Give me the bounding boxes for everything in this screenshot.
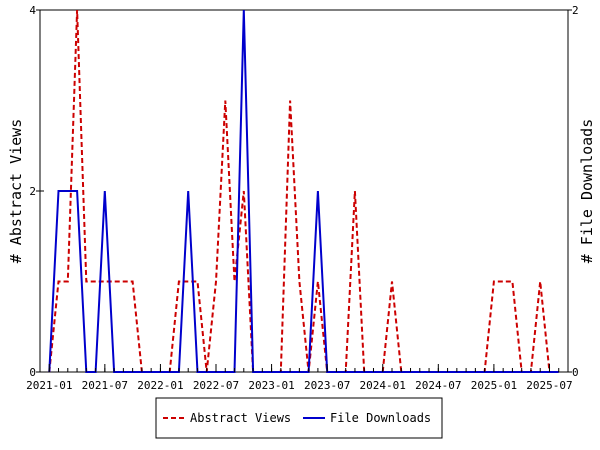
x-tick-label: 2021-07: [82, 379, 128, 392]
y-left-tick-label: 4: [29, 4, 36, 17]
x-tick-label: 2023-07: [304, 379, 350, 392]
legend: Abstract Views File Downloads: [155, 397, 443, 439]
x-tick-label: 2021-01: [26, 379, 72, 392]
x-tick-label: 2023-01: [248, 379, 294, 392]
y-right-tick-label: 0: [572, 366, 579, 379]
y-left-tick-label: 2: [29, 185, 36, 198]
x-tick-label: 2025-07: [526, 379, 572, 392]
x-tick-label: 2024-07: [415, 379, 461, 392]
y-left-tick-label: 0: [29, 366, 36, 379]
y-right-tick-label: 2: [572, 4, 579, 17]
x-tick-label: 2024-01: [360, 379, 406, 392]
y-axis-left-title: # Abstract Views: [7, 119, 25, 264]
legend-label-file-downloads: File Downloads: [330, 411, 431, 425]
x-tick-label: 2025-01: [471, 379, 517, 392]
series-line-file-downloads: [48, 9, 559, 373]
series-line-abstract-views: [48, 9, 559, 373]
legend-label-abstract-views: Abstract Views: [190, 411, 291, 425]
x-tick-label: 2022-07: [193, 379, 239, 392]
axes: 2021-01 2021-07 2022-01 2022-07 2023-01 2023-…: [26, 4, 579, 392]
y-axis-right-title: # File Downloads: [578, 119, 596, 264]
series-layer: [48, 9, 559, 373]
plot-frame: [39, 9, 569, 373]
x-tick-label: 2022-01: [137, 379, 183, 392]
legend-box: [155, 397, 443, 439]
plot-area: [39, 9, 569, 373]
